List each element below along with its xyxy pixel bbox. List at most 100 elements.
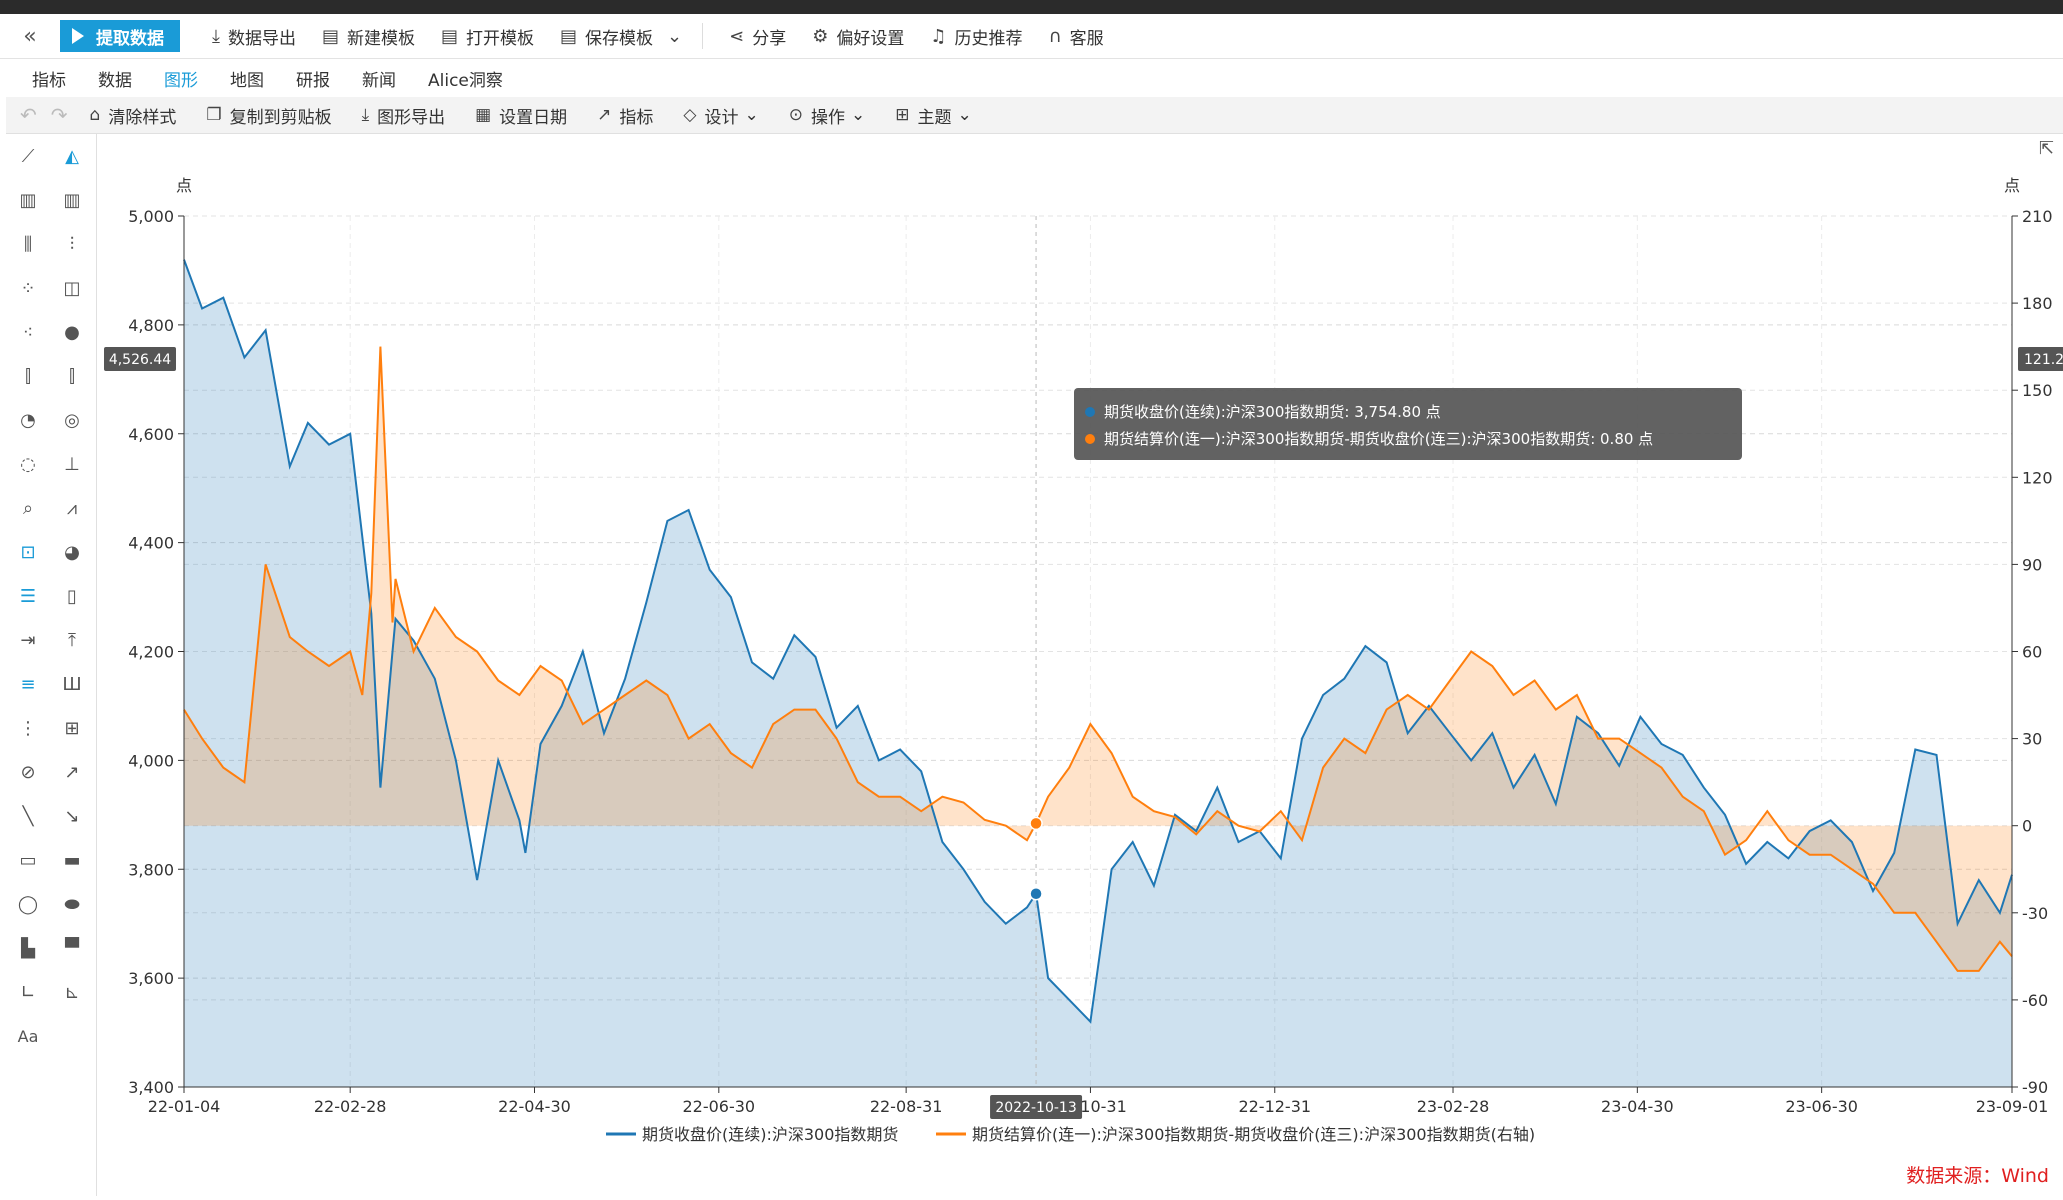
pie-slice-icon[interactable]: ◕ [64,541,80,563]
open-template-label: 打开模板 [466,28,534,49]
tooltip-marker [1085,434,1095,444]
x-tick-label: 22-06-30 [682,1097,755,1116]
mountain-chart-icon[interactable]: ⩘ [66,497,78,519]
history-recommend-button[interactable]: ♫ 历史推荐 [930,24,1022,49]
theme-button[interactable]: ⊞ 主题 ⌄ [895,103,972,128]
chart-toolbar: ↶ ↷ ⌂ 清除样式 ❐ 复制到剪贴板 ⤓ 图形导出 ▦ 设置日期 ↗ 指标 ◇ 设计 ⌄ ⊙… [6,97,2063,134]
chart-export-button[interactable]: ⤓ 图形导出 [362,103,446,128]
bell-icon: ♫ [930,25,947,47]
tab-graphics[interactable]: 图形 [164,70,198,91]
align-right-icon[interactable]: ⇥ [20,629,36,651]
calendar-icon: ▦ [475,105,492,125]
new-template-button[interactable]: ▤ 新建模板 [322,24,415,49]
x-tick-label: 23-02-28 [1417,1097,1490,1116]
area-chart-icon[interactable]: ◭ [65,145,79,167]
align-top-icon[interactable]: ⤒ [68,629,76,651]
column-chart-icon[interactable]: ⫼ [23,233,33,255]
legend-label-series-1: 期货结算价(连一):沪深300指数期货-期货收盘价(连三):沪深300指数期货(… [972,1125,1535,1144]
left-tick-label: 4,200 [128,643,174,662]
pie-chart-icon[interactable]: ◔ [20,409,36,431]
horizontal-band-icon[interactable]: ▀ [65,937,79,959]
share-label: 分享 [752,28,787,49]
share-button[interactable]: ⋖ 分享 [729,24,786,49]
indent-icon[interactable]: ≡ [20,673,36,695]
tab-news[interactable]: 新闻 [362,70,396,91]
axis-alt-icon[interactable]: ⊾ [64,981,80,1003]
redo-icon[interactable]: ↷ [50,103,68,127]
left-tick-label: 4,600 [128,425,174,444]
chevron-down-icon[interactable]: ⌄ [667,25,683,47]
crosshair-right-badge [2018,347,2063,371]
text-box-icon[interactable]: ▯ [67,585,77,607]
headset-icon: ∩ [1048,25,1062,47]
copy-clipboard-button[interactable]: ❐ 复制到剪贴板 [206,103,331,128]
regression-icon[interactable]: ⊘ [20,761,36,783]
right-tick-label: 150 [2022,381,2053,400]
ring-chart-icon[interactable]: ◎ [64,409,80,431]
stacked-column-icon[interactable]: ⫶ [69,233,75,255]
bubble-chart-icon[interactable]: ● [64,321,80,343]
save-template-button[interactable]: ▤ 保存模板 ⌄ [560,24,682,49]
list-icon[interactable]: ☰ [19,585,37,607]
add-box-icon[interactable]: ⊞ [64,717,80,739]
combo-chart-icon[interactable]: ◫ [63,277,81,299]
bar-chart-icon[interactable]: ▥ [19,189,37,211]
scatter-icon[interactable]: ⁘ [20,277,36,299]
crosshair-date-badge [990,1095,1083,1119]
axis-icon[interactable]: ∟ [20,981,36,1003]
tab-bar: 指标 数据 图形 地图 研报 新闻 Alice洞察 [0,59,2063,97]
chevron-down-icon: ⌄ [744,105,759,125]
rectangle-icon[interactable]: ▭ [19,849,37,871]
line-indicator-icon: ↗ [597,105,612,125]
crosshair-point-series-1 [1029,816,1043,831]
ohlc-icon[interactable]: ⫿ [69,365,75,387]
right-tick-label: 30 [2022,730,2042,749]
customer-service-button[interactable]: ∩ 客服 [1048,24,1103,49]
export-data-label: 数据导出 [227,28,296,49]
indicator-label: 指标 [619,107,654,128]
insert-icon[interactable]: ⊡ [20,541,36,563]
operation-button[interactable]: ⊙ 操作 ⌄ [789,103,866,128]
columns-icon[interactable]: Ш [62,673,82,695]
tab-data[interactable]: 数据 [98,70,132,91]
filled-ellipse-icon[interactable]: ⬬ [64,893,80,915]
theme-icon: ⊞ [895,105,910,125]
indicator-button[interactable]: ↗ 指标 [597,103,653,128]
tab-research[interactable]: 研报 [296,70,330,91]
candlestick-icon[interactable]: ⫿ [25,365,31,387]
series-0-area [184,259,2012,1088]
left-tick-label: 3,600 [128,969,174,988]
scatter-plot-icon[interactable]: ⁖ [22,321,34,343]
design-button[interactable]: ◇ 设计 ⌄ [683,103,758,128]
tab-map[interactable]: 地图 [230,70,264,91]
set-date-button[interactable]: ▦ 设置日期 [475,103,567,128]
toolbar-divider [702,23,704,49]
vertical-band-icon[interactable]: ▙ [21,937,35,959]
line-draw-icon[interactable]: ╲ [22,805,34,827]
grouped-bar-icon[interactable]: ▥ [63,189,81,211]
crosshair-date-label: 2022-10-13 [995,1100,1076,1116]
undo-icon[interactable]: ↶ [20,103,37,127]
zoom-icon[interactable]: ⌕ [22,497,34,519]
series-0-line [183,259,2013,1024]
text-style-icon[interactable]: Aa [17,1026,39,1046]
donut-chart-icon[interactable]: ◌ [20,453,36,475]
double-chevron-left-icon[interactable]: « [23,23,37,49]
ellipse-icon[interactable]: ◯ [17,893,39,915]
tree-chart-icon[interactable]: ⊥ [64,453,80,475]
open-template-button[interactable]: ▤ 打开模板 [441,24,534,49]
operation-label: 操作 [810,107,845,128]
tab-alice[interactable]: Alice洞察 [428,70,503,91]
left-tick-label: 3,800 [128,860,174,879]
preferences-button[interactable]: ⚙ 偏好设置 [812,24,904,49]
tab-indicator[interactable]: 指标 [32,70,66,91]
line-chart-icon[interactable]: ⟋ [21,145,35,167]
trend-icon[interactable]: ↗ [64,761,80,783]
export-data-button[interactable]: ⤓ 数据导出 [212,24,296,49]
arrow-draw-icon[interactable]: ↘ [64,805,80,827]
outline-icon[interactable]: ⋮ [19,717,37,739]
filled-rectangle-icon[interactable]: ▬ [63,849,81,871]
extract-data-button[interactable]: 提取数据 [60,20,180,52]
clear-style-button[interactable]: ⌂ 清除样式 [90,103,177,128]
new-template-icon: ▤ [321,25,339,47]
